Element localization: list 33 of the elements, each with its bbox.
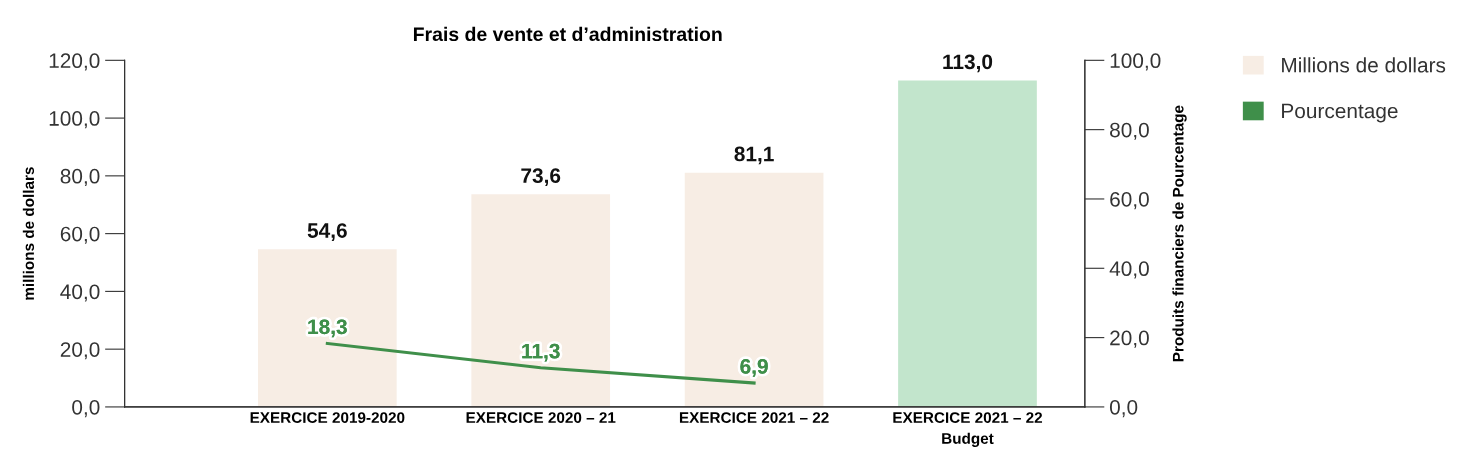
bar [257,249,397,407]
text: 18,3 [308,319,347,338]
y2-tick-label: 80,0 [1110,122,1149,140]
y-tick-label: 60,0 [60,226,100,244]
y-tick-label: 100,0 [49,111,100,129]
bar [898,80,1037,407]
y2-tick-label: 20,0 [1110,330,1149,348]
text: 6,9 [740,358,768,377]
y2-tick-label: 0,0 [1109,399,1138,418]
bar [684,172,824,407]
chart-title: Frais de vente et d’administration [413,26,722,42]
x-tick-label: EXERCICE 2020 – 21 [466,412,616,424]
x-tick-label: EXERCICE 2019-2020 [250,412,405,424]
y2-axis-title: Produits financiers de Pourcentage [1172,105,1187,362]
y2-tick-label: 100,0 [1110,53,1161,71]
bar [471,194,611,407]
y2-tick-label: 40,0 [1109,261,1149,279]
text: 73,6 [521,168,561,187]
text: 54,6 [307,223,347,241]
x-tick-label: EXERCICE 2021 – 22 [679,412,829,424]
y-tick-label: 80,0 [60,168,100,187]
text: 81,1 [734,146,774,165]
legend-label: Pourcentage [1282,103,1398,123]
y-axis-title: millions de dollars [22,167,35,300]
y2-tick-label: 60,0 [1110,191,1149,210]
y-tick-label: 120,0 [49,53,100,71]
legend-label: Millions de dollars [1282,57,1446,73]
y-tick-label: 20,0 [60,342,100,360]
y-tick-label: 40,0 [60,284,100,302]
x-tick-label: EXERCICE 2021 – 22 Budget [893,412,1043,447]
text: 113,0 [943,54,993,73]
text: 11,3 [522,343,560,362]
y-tick-label: 0,0 [72,399,100,418]
